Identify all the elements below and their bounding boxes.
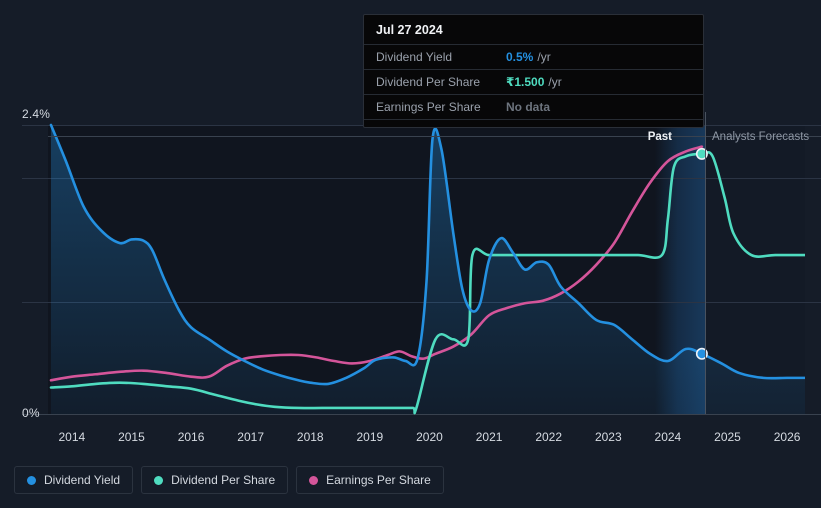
tooltip-label-earnings-per-share: Earnings Per Share [376,100,481,114]
past-label: Past [647,131,672,143]
x-axis-label-2015: 2015 [118,430,145,444]
tooltip-date: Jul 27 2024 [376,23,443,37]
x-axis-label-2018: 2018 [296,430,324,444]
x-axis-label-2023: 2023 [594,430,622,444]
tooltip-row-earnings-per-share: Earnings Per Share No data [364,94,703,119]
dividend-yield-line [49,123,805,386]
x-axis-label-2020: 2020 [416,430,443,444]
y-axis-label-min: 0% [22,406,40,420]
x-axis-label-2021: 2021 [475,430,503,444]
tooltip-value-dividend-per-share: ₹1.500 [506,75,545,89]
analysts-forecasts-label: Analysts Forecasts [712,131,810,143]
legend-label-dividend-per-share: Dividend Per Share [171,473,276,487]
tooltip-label-dividend-per-share: Dividend Per Share [376,75,481,89]
legend-item-dividend-per-share[interactable]: Dividend Per Share [141,466,289,494]
forecast-rule [706,136,821,137]
legend-dot-icon-earnings-per-share [309,475,319,485]
x-axis-label-2025: 2025 [714,430,741,444]
y-axis-label-max: 2.4% [22,107,51,121]
tooltip-value-earnings-per-share: No data [506,100,551,114]
legend-dot-icon-dividend-yield [27,475,36,485]
marker-dividend-per-share [695,147,708,160]
x-axis-label-2022: 2022 [535,430,563,444]
legend-dot-icon-dividend-per-share [154,475,164,485]
x-axis-label-2016: 2016 [177,430,205,444]
x-axis-label-2024: 2024 [654,430,682,444]
forecast-divider [705,112,706,414]
x-axis-label-2017: 2017 [237,430,265,444]
tooltip-unit-dividend-per-share: /yr [548,75,562,89]
axis-baseline [22,414,821,415]
gridline-2 [22,178,821,179]
tooltip-row-dividend-yield: Dividend Yield 0.5% /yr [364,44,703,69]
legend: Dividend Yield Dividend Per Share Earnin… [14,466,444,494]
legend-label-dividend-yield: Dividend Yield [44,473,121,487]
past-rule [48,136,705,137]
tooltip-label-dividend-yield: Dividend Yield [376,50,453,64]
hover-markers [695,147,708,360]
hover-tooltip: Jul 27 2024 Dividend Yield 0.5% /yr Divi… [363,14,704,128]
gridline-3 [22,302,821,303]
x-axis-label-2026: 2026 [773,430,801,444]
tooltip-unit-dividend-yield: /yr [537,50,551,64]
x-axis-label-2019: 2019 [356,430,384,444]
marker-dividend-yield [695,347,708,360]
earnings-per-share-line [49,145,704,382]
legend-label-earnings-per-share: Earnings Per Share [326,473,431,487]
legend-item-dividend-yield[interactable]: Dividend Yield [14,466,134,494]
tooltip-footer-rule [364,119,703,127]
tooltip-value-dividend-yield: 0.5% [506,50,534,64]
x-axis-label-2014: 2014 [58,430,86,444]
legend-item-earnings-per-share[interactable]: Earnings Per Share [296,466,444,494]
tooltip-row-dividend-per-share: Dividend Per Share ₹1.500 /yr [364,69,703,94]
